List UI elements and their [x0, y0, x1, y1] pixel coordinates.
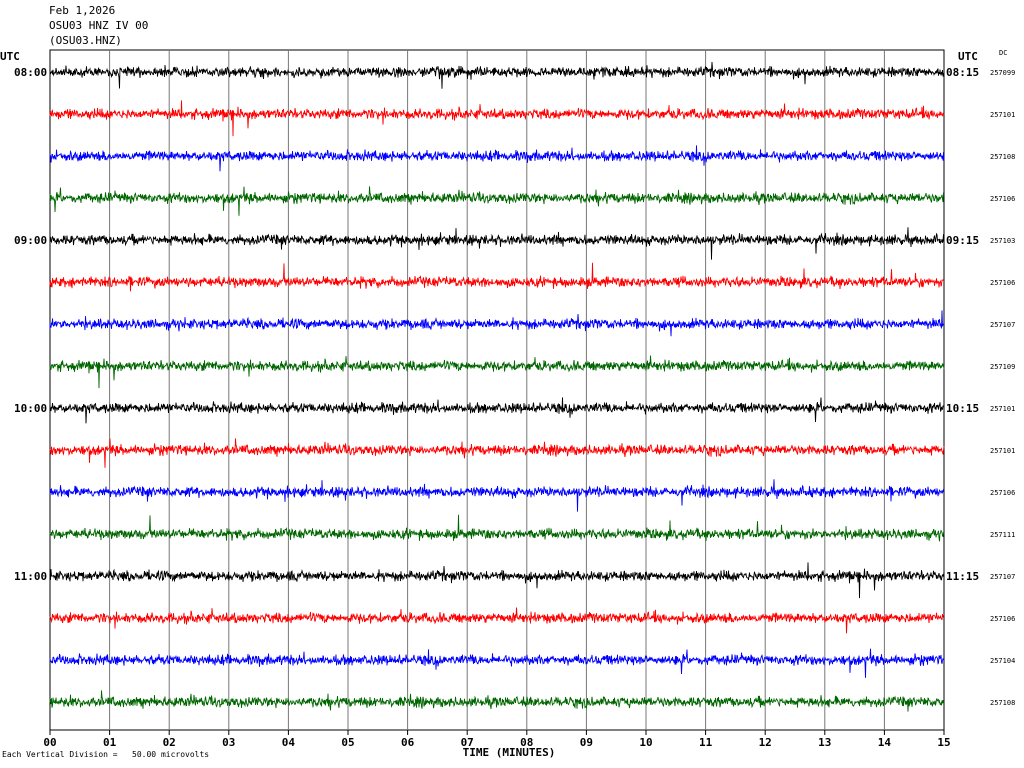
left-time-label: 09:00	[14, 234, 47, 247]
x-tick-label: 11	[699, 736, 713, 749]
trace-line	[49, 262, 945, 292]
dc-offset-label: 257101	[990, 111, 1015, 119]
dc-offset-label: 257106	[990, 489, 1015, 497]
dc-offset-label: 257108	[990, 153, 1015, 161]
x-tick-label: 03	[222, 736, 235, 749]
dc-offset-label: 257103	[990, 237, 1015, 245]
utc-label-right: UTC	[958, 50, 978, 63]
dc-offset-label: 257099	[990, 69, 1015, 77]
dc-offset-label: 257101	[990, 405, 1015, 413]
dc-offset-label: 257101	[990, 447, 1015, 455]
dc-offset-label: 257108	[990, 699, 1015, 707]
x-tick-label: 00	[43, 736, 56, 749]
trace-line	[49, 355, 945, 389]
right-time-label: 11:15	[946, 570, 979, 583]
x-tick-label: 06	[401, 736, 415, 749]
x-tick-label: 01	[103, 736, 117, 749]
x-tick-label: 14	[878, 736, 892, 749]
x-tick-label: 10	[639, 736, 652, 749]
plot-frame	[49, 49, 945, 731]
trace-line	[49, 690, 945, 712]
dc-offset-label: 257107	[990, 321, 1015, 329]
trace-line	[49, 438, 945, 468]
left-time-label: 08:00	[14, 66, 47, 79]
trace-line	[49, 61, 945, 89]
right-time-label: 10:15	[946, 402, 979, 415]
x-tick-label: 07	[461, 736, 474, 749]
x-tick-label: 02	[163, 736, 176, 749]
trace-line	[49, 145, 945, 172]
dc-offset-label: 257106	[990, 195, 1015, 203]
dc-offset-label: 257104	[990, 657, 1015, 665]
trace-line	[49, 227, 945, 260]
x-tick-label: 15	[937, 736, 950, 749]
dc-offset-label: 257106	[990, 279, 1015, 287]
trace-line	[49, 397, 944, 424]
utc-label-left: UTC	[0, 50, 20, 63]
dc-offset-label: 257109	[990, 363, 1015, 371]
left-time-label: 11:00	[14, 570, 47, 583]
channel-code: (OSU03.HNZ)	[49, 34, 122, 47]
trace-line	[49, 648, 945, 678]
trace-line	[49, 479, 945, 512]
x-tick-label: 09	[580, 736, 593, 749]
plot-date: Feb 1,2026	[49, 4, 116, 17]
dc-label: DC	[999, 49, 1008, 57]
dc-offset-label: 257111	[990, 531, 1015, 539]
station-name: OSU03 HNZ IV 00	[49, 19, 149, 32]
x-tick-label: 05	[341, 736, 354, 749]
x-tick-label: 13	[818, 736, 831, 749]
x-tick-label: 08	[520, 736, 533, 749]
x-tick-label: 12	[759, 736, 772, 749]
dc-offset-label: 257106	[990, 615, 1015, 623]
trace-line	[49, 310, 945, 337]
trace-line	[49, 100, 945, 137]
trace-line	[49, 514, 945, 542]
trace-line	[49, 186, 945, 216]
vertical-division-legend: Each Vertical Division = 50.00 microvolt…	[2, 750, 210, 759]
right-time-label: 08:15	[946, 66, 979, 79]
trace-line	[49, 562, 945, 599]
left-time-label: 10:00	[14, 402, 47, 415]
x-tick-label: 04	[282, 736, 296, 749]
trace-line	[49, 607, 945, 634]
x-axis-title: TIME (MINUTES)	[463, 746, 556, 759]
dc-offset-label: 257107	[990, 573, 1015, 581]
right-time-label: 09:15	[946, 234, 979, 247]
